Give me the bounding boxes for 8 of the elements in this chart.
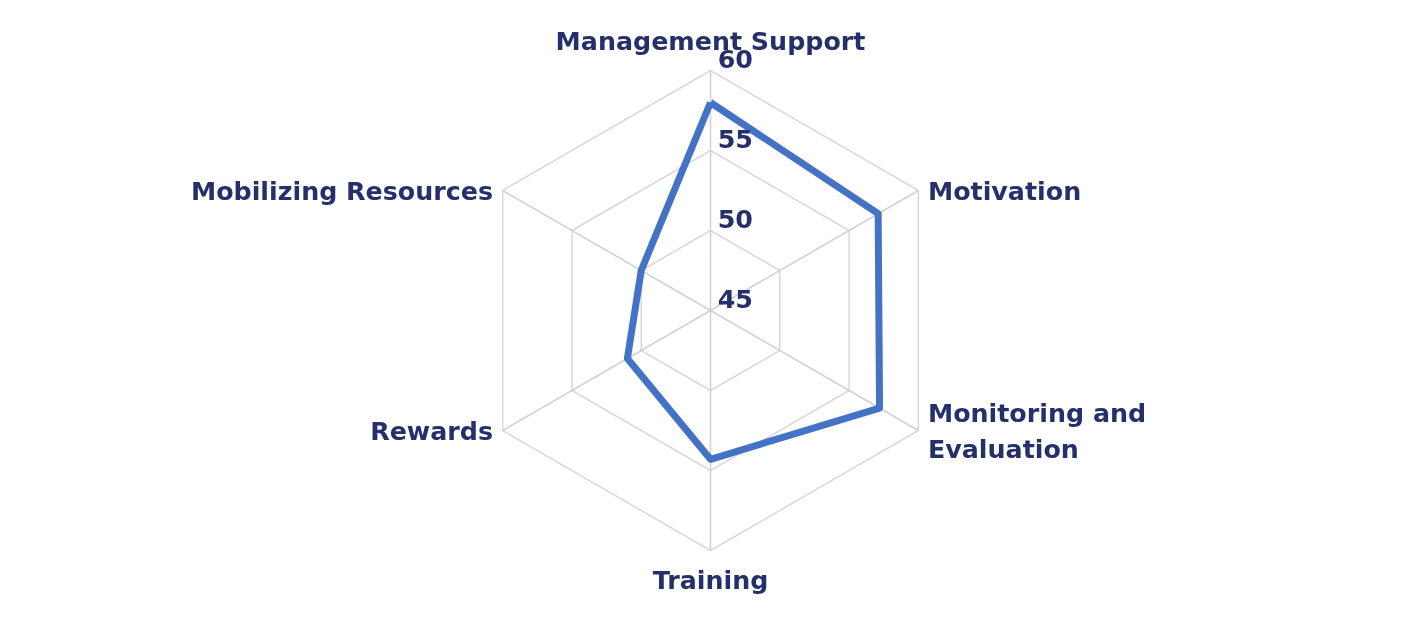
y-tick-label: 55: [717, 124, 753, 155]
spoke-label: Motivation: [927, 175, 1082, 206]
y-tick-label: 50: [717, 204, 753, 235]
y-tick-label: 45: [717, 284, 753, 315]
spoke-label: Training: [652, 564, 769, 595]
spoke-label: Monitoring and Evaluation: [927, 397, 1147, 464]
spoke-label: Mobilizing Resources: [190, 175, 494, 206]
spoke-label: Rewards: [370, 415, 494, 446]
